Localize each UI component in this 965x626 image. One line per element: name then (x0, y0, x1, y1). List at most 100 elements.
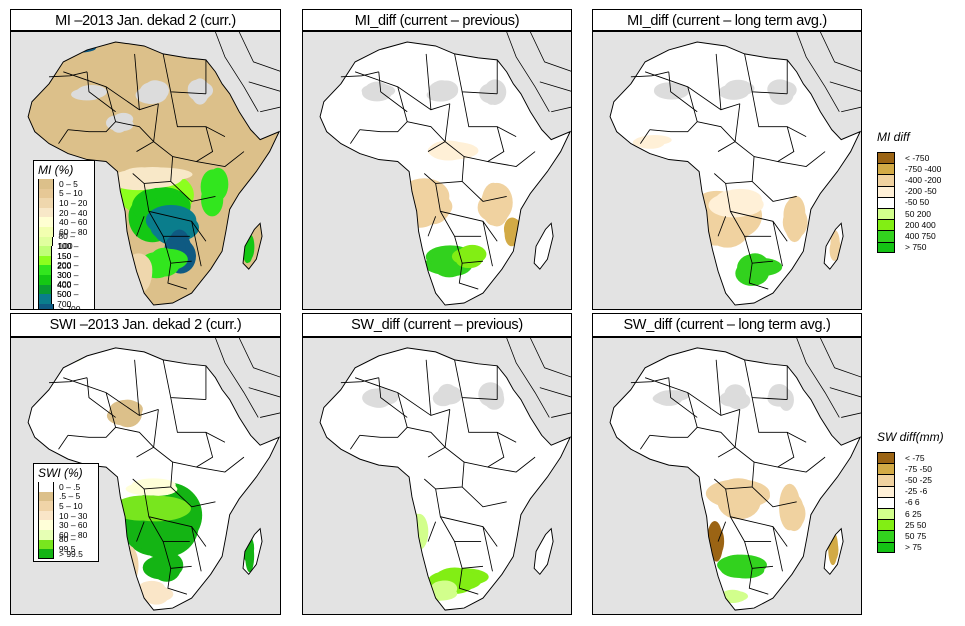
country-border (487, 456, 536, 473)
legend-entry: < -750 (877, 152, 941, 164)
country-border (191, 221, 202, 267)
value-region (770, 81, 795, 100)
legend-swatch (38, 520, 54, 530)
country-border (539, 81, 571, 92)
value-region (717, 554, 767, 576)
country-border (748, 568, 769, 595)
legend-entry: 0 – .5 (38, 482, 94, 492)
country-border (167, 568, 188, 595)
value-region (55, 353, 83, 363)
country-border (58, 129, 69, 144)
legend-swatch (38, 198, 54, 208)
africa-map (319, 32, 571, 306)
country-border (458, 568, 479, 595)
value-region (131, 478, 176, 492)
legend-swatch (877, 485, 895, 497)
country-border (640, 129, 651, 144)
legend-label: 50 200 (905, 208, 931, 219)
value-region (725, 81, 755, 96)
value-region (388, 181, 403, 204)
legend-title: MI diff (877, 130, 910, 144)
country-border (196, 151, 245, 167)
country-border (350, 435, 361, 450)
value-region (705, 479, 770, 508)
legend-entry: 400 – 500 (38, 279, 90, 299)
legend-label: 40 – 60 (59, 217, 88, 228)
country-border (68, 392, 117, 438)
value-region (626, 349, 650, 364)
madagascar (534, 223, 554, 270)
legend-swatch (38, 549, 54, 559)
country-border (772, 221, 783, 267)
legend-swatch (38, 246, 53, 256)
legend-label: 200 – 300 (57, 260, 79, 281)
country-border (143, 183, 207, 242)
country-border (530, 338, 571, 378)
legend-entry: 20 – 40 (38, 208, 90, 218)
country-border (668, 377, 698, 418)
value-region (388, 184, 406, 203)
country-border (136, 216, 145, 237)
legend-entry: -25 -6 (877, 485, 944, 497)
legend-label: 5 – 10 (59, 188, 83, 199)
country-border (435, 488, 498, 547)
value-region (362, 388, 393, 408)
legend-entry: > 99.5 (38, 549, 94, 559)
legend-entry: 30 – 60 (38, 520, 94, 530)
country-border (354, 377, 450, 416)
country-border (425, 53, 432, 110)
country-border (751, 181, 797, 202)
value-region (350, 351, 375, 359)
legend-swatch (38, 217, 54, 227)
country-border (359, 86, 408, 133)
country-border (725, 488, 788, 547)
legend-label: < -750 (905, 152, 930, 163)
legend-swatch (877, 241, 895, 253)
country-border (820, 32, 861, 72)
country-border (136, 521, 145, 542)
value-region (783, 199, 803, 231)
country-border (260, 106, 280, 113)
country-border (777, 151, 826, 167)
value-region (53, 41, 88, 50)
legend-entry: 50 75 (877, 530, 944, 542)
value-region (355, 350, 373, 360)
country-border (730, 211, 772, 237)
value-region (632, 137, 658, 148)
country-border (172, 126, 214, 163)
value-region (119, 545, 139, 586)
legend-label: -50 50 (905, 197, 930, 208)
legend-label: > 750 (905, 242, 927, 253)
coastline (533, 222, 554, 270)
country-border (162, 541, 192, 569)
value-region (112, 118, 134, 131)
country-border (215, 32, 259, 112)
legend-label: > 99.5 (59, 548, 83, 559)
value-region (391, 175, 406, 200)
legend-swatch (38, 529, 54, 540)
value-region (828, 533, 838, 566)
legend-label: 200 400 (905, 219, 936, 230)
country-border (725, 183, 788, 242)
value-region (629, 352, 654, 365)
panel-title: MI –2013 Jan. dekad 2 (curr.) (10, 9, 281, 31)
value-region (201, 182, 224, 217)
legend-swatch (877, 541, 895, 553)
country-border (715, 53, 722, 110)
country-border (238, 32, 280, 72)
legend-swatch (877, 496, 895, 508)
legend-swatch (38, 482, 54, 492)
country-border (630, 71, 669, 78)
value-region (191, 78, 209, 105)
country-border (458, 263, 479, 290)
legend-swatch (877, 152, 895, 164)
value-region (383, 488, 400, 503)
africa-map (27, 338, 280, 611)
value-region (433, 580, 458, 597)
panel-title: SW_diff (current – previous) (302, 313, 572, 337)
value-region (120, 495, 191, 522)
country-border (170, 486, 216, 508)
value-region (739, 257, 783, 277)
africa-map (609, 338, 861, 611)
